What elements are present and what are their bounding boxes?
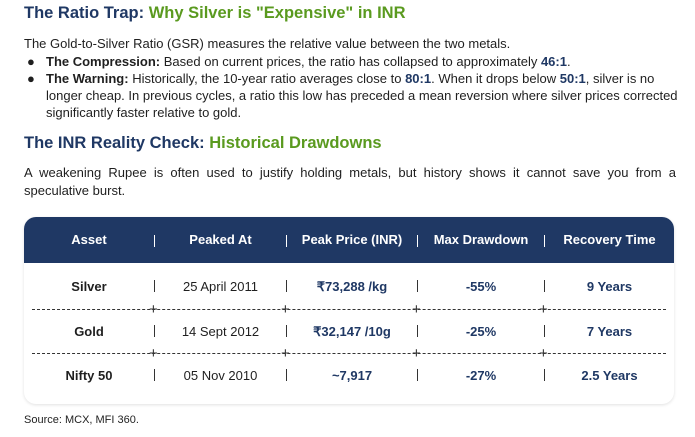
header-peaked-at: Peaked At xyxy=(189,232,252,247)
row-divider xyxy=(32,309,666,310)
bullet-text: Based on current prices, the ratio has c… xyxy=(160,54,541,69)
cell-peak-price: ₹32,147 /10g xyxy=(313,324,391,339)
column-divider xyxy=(417,280,418,292)
column-divider xyxy=(286,325,287,337)
title-prefix: The Ratio Trap: xyxy=(24,4,149,22)
column-divider xyxy=(154,369,155,381)
cell-asset: Gold xyxy=(74,324,104,339)
drawdown-paragraph: A weakening Rupee is often used to justi… xyxy=(24,165,676,198)
column-divider xyxy=(544,325,545,337)
ratio-value: 50:1 xyxy=(559,71,586,86)
source-note: Source: MCX, MFI 360. xyxy=(24,414,139,426)
cell-max-drawdown: -55% xyxy=(465,279,497,294)
cell-asset: Nifty 50 xyxy=(65,368,113,383)
table-header: Asset Peaked At Peak Price (INR) Max Dra… xyxy=(24,217,674,263)
ratio-value: 46:1 xyxy=(540,54,567,69)
title-highlight: Why Silver is "Expensive" in INR xyxy=(148,4,406,22)
ratio-value: 80:1 xyxy=(405,71,432,86)
header-divider xyxy=(417,235,418,247)
header-recovery-time: Recovery Time xyxy=(563,232,656,247)
bullet-dot: ● xyxy=(27,54,35,69)
cell-recovery-time: 2.5 Years xyxy=(581,368,638,383)
header-peak-price: Peak Price (INR) xyxy=(301,232,403,247)
bullet-dot: ● xyxy=(27,71,35,86)
bullet-compression: ● The Compression: Based on current pric… xyxy=(24,53,684,70)
cell-max-drawdown: -27% xyxy=(465,368,497,383)
table-row: Silver 25 April 2011 ₹73,288 /kg -55% 9 … xyxy=(24,264,674,309)
table-row: Nifty 50 05 Nov 2010 ~7,917 -27% 2.5 Yea… xyxy=(24,353,674,398)
title-prefix: The INR Reality Check: xyxy=(24,134,210,152)
bullet-tail: . xyxy=(566,54,571,69)
column-divider xyxy=(544,280,545,292)
column-divider xyxy=(286,280,287,292)
bullet-text: Historically, the 10-year ratio averages… xyxy=(128,71,406,86)
cell-peaked-at: 14 Sept 2012 xyxy=(181,324,260,339)
cell-peaked-at: 05 Nov 2010 xyxy=(183,368,258,383)
divider-cross: + xyxy=(412,301,421,318)
drawdown-table: Asset Peaked At Peak Price (INR) Max Dra… xyxy=(24,217,674,404)
header-divider xyxy=(286,235,287,247)
column-divider xyxy=(154,325,155,337)
column-divider xyxy=(417,369,418,381)
divider-cross: + xyxy=(149,345,158,362)
column-divider xyxy=(417,325,418,337)
cell-asset: Silver xyxy=(71,279,107,294)
bullet-text: , silver is no longer cheap. In previous… xyxy=(46,71,678,120)
table-row: Gold 14 Sept 2012 ₹32,147 /10g -25% 7 Ye… xyxy=(24,309,674,354)
bullet-list: ● The Compression: Based on current pric… xyxy=(24,53,684,121)
bullet-label: The Warning: xyxy=(46,71,129,86)
divider-cross: + xyxy=(539,301,548,318)
bullet-warning: ● The Warning: Historically, the 10-year… xyxy=(24,70,684,121)
column-divider xyxy=(154,280,155,292)
divider-cross: + xyxy=(281,301,290,318)
header-divider xyxy=(544,235,545,247)
section-title-inr-reality-check: The INR Reality Check: Historical Drawdo… xyxy=(24,134,382,153)
section-title-ratio-trap: The Ratio Trap: Why Silver is "Expensive… xyxy=(24,4,406,23)
column-divider xyxy=(286,369,287,381)
bullet-text: . When it drops below xyxy=(431,71,560,86)
row-divider xyxy=(32,353,666,354)
divider-cross: + xyxy=(281,345,290,362)
divider-cross: + xyxy=(149,301,158,318)
divider-cross: + xyxy=(412,345,421,362)
title-highlight: Historical Drawdowns xyxy=(209,134,382,152)
intro-text: The Gold-to-Silver Ratio (GSR) measures … xyxy=(24,36,511,51)
header-max-drawdown: Max Drawdown xyxy=(433,232,529,247)
column-divider xyxy=(544,369,545,381)
cell-peaked-at: 25 April 2011 xyxy=(183,279,258,294)
header-divider xyxy=(154,235,155,247)
cell-recovery-time: 9 Years xyxy=(586,279,633,294)
header-asset: Asset xyxy=(71,232,107,247)
cell-peak-price: ₹73,288 /kg xyxy=(316,279,388,294)
bullet-label: The Compression: xyxy=(46,54,161,69)
cell-peak-price: ~7,917 xyxy=(331,368,373,383)
cell-recovery-time: 7 Years xyxy=(586,324,633,339)
cell-max-drawdown: -25% xyxy=(465,324,497,339)
divider-cross: + xyxy=(539,345,548,362)
